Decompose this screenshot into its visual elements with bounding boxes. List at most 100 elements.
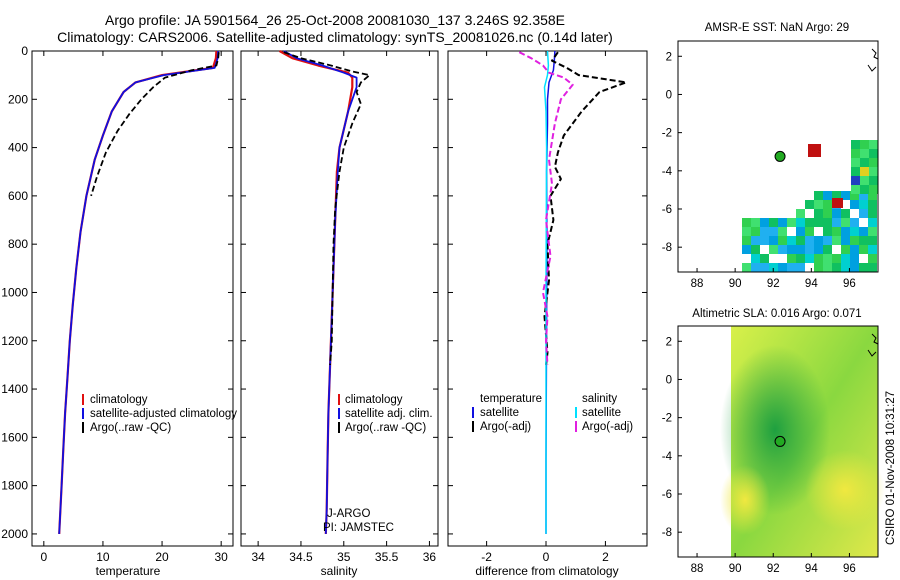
sst-cell [751,227,760,236]
sst-cell [860,140,869,149]
sst-cell [850,227,859,236]
sst-cell [805,254,814,263]
sst-float-marker [774,150,786,162]
sst-cell [859,200,868,209]
sst-cell [814,218,823,227]
series-line-temp-argo [543,51,628,366]
map-y-tick-label: 2 [666,51,672,63]
x-tick-label: 30 [214,550,228,564]
map-y-tick-label: -2 [662,128,672,140]
series-line-satellite [283,50,358,534]
sst-cell [742,218,751,227]
sst-cell [859,263,868,272]
map-x-tick-label: 92 [767,563,780,575]
sst-cell [850,236,859,245]
salinity-lines [278,50,371,534]
coast-line [867,349,877,357]
sst-cell [796,263,805,272]
sst-cell [778,218,787,227]
sst-cell [823,200,832,209]
map-y-tick-label: -8 [662,527,672,539]
sst-cell [760,263,769,272]
sst-cell [814,245,823,254]
sst-cell [805,227,814,236]
sst-cell [787,236,796,245]
sst-cell [841,227,850,236]
coast-line [871,48,879,60]
sst-cell [860,167,869,176]
legend-label-argo: Argo(..raw -QC) [345,422,426,434]
sst-cell [868,200,877,209]
sst-map-ticks: 88 90 92 94 96 2 0 -2 -4 -6 -8 [662,51,856,290]
sst-cell [787,218,796,227]
sst-cell [868,236,877,245]
sla-map-ticks: 88 90 92 94 96 2 0 -2 -4 -6 -8 [662,336,856,575]
sla-map-panel: Altimetric SLA: 0.016 Argo: 0.071 88 90 92… [662,308,885,575]
sst-cell [769,245,778,254]
sst-cell [859,245,868,254]
float-program-label: J-ARGO [327,508,371,520]
sst-cell [814,209,823,218]
legend-swatch-sal-satellite [575,407,577,418]
sst-cell [859,218,868,227]
sst-cell [841,236,850,245]
sst-cell [859,236,868,245]
sst-cell [796,254,805,263]
map-x-tick-label: 94 [805,278,818,290]
x-tick-label: 34 [251,550,265,564]
sst-cell [869,176,878,185]
sst-cell [823,209,832,218]
series-line-argo [283,51,371,365]
map-x-tick-label: 88 [691,278,704,290]
sst-cell [868,254,877,263]
sst-cell [823,263,832,272]
float-pi-label: PI: JAMSTEC [323,522,394,534]
map-x-tick-label: 90 [729,278,742,290]
sst-cell [751,236,760,245]
sst-cell [760,236,769,245]
sst-cell [805,245,814,254]
sst-cell [832,191,841,200]
sst-cell [860,176,869,185]
sst-cell [787,245,796,254]
legend-swatch-sal-argo [575,421,577,432]
series-line-satellite [58,50,220,534]
sla-high-anomaly [805,450,885,530]
sst-cell [850,245,859,254]
sst-cell [796,227,805,236]
chart-title-line-1: Argo profile: JA 5901564_26 25-Oct-2008 … [104,12,566,28]
sst-cell [787,263,796,272]
temperature-xlabel: temperature [96,564,161,578]
sst-cell [814,263,823,272]
sst-cell [859,209,868,218]
sst-cell [850,263,859,272]
sst-cell [823,227,832,236]
legend-label-sal-argo: Argo(-adj) [582,421,633,433]
sst-cell [823,254,832,263]
sst-cell [814,236,823,245]
y-tick-label: 0 [21,44,28,58]
x-tick-label: 35 [337,550,351,564]
salinity-xlabel: salinity [321,564,358,578]
legend-swatch-temp-satellite [472,407,474,418]
sst-cell [742,254,751,263]
sst-cell [859,227,868,236]
legend-label-satellite: satellite-adjusted climatology [90,408,237,420]
sst-cell [841,245,850,254]
sst-cell [832,218,841,227]
sst-cell [860,158,869,167]
legend-label-temp-argo: Argo(-adj) [480,421,531,433]
sst-cell [742,263,751,272]
sst-cell [823,245,832,254]
sst-cell [841,254,850,263]
map-x-tick-label: 96 [843,563,856,575]
sla-high-anomaly-west [720,465,770,535]
y-tick-label: 2000 [1,527,28,541]
temperature-lines [58,50,220,534]
x-tick-label: 0 [543,550,550,564]
x-tick-label: 35.5 [375,550,399,564]
map-y-tick-label: -6 [662,204,672,216]
sst-cell [760,218,769,227]
sst-cell [742,227,751,236]
